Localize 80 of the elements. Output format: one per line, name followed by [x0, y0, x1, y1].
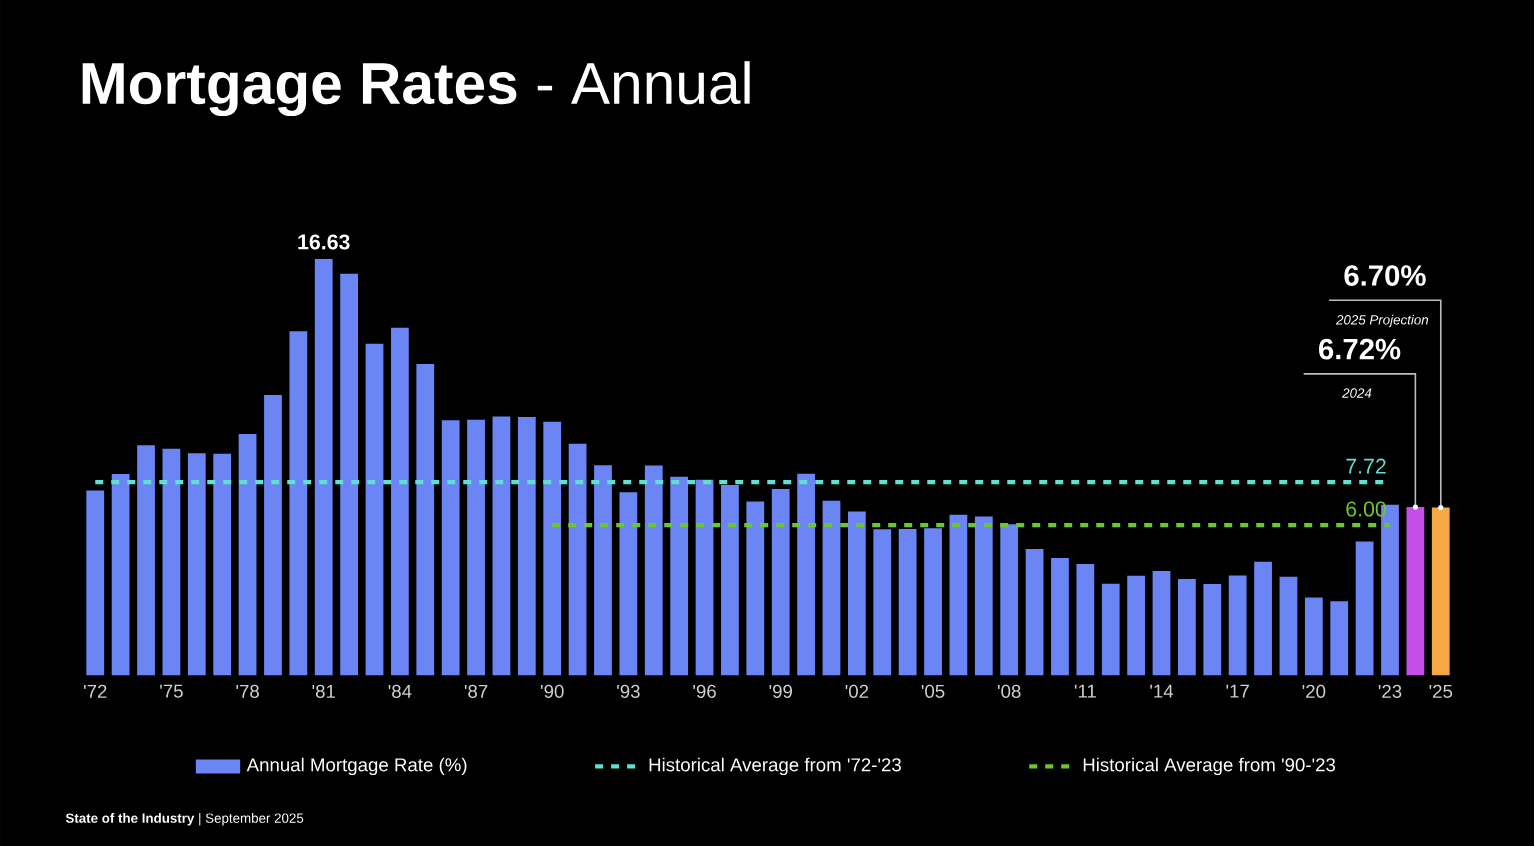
bar — [1203, 583, 1222, 676]
legend-label: Historical Average from '72-'23 — [649, 757, 901, 776]
bar — [847, 511, 866, 676]
bar — [1406, 507, 1425, 676]
bar — [721, 485, 739, 676]
bar — [467, 419, 485, 676]
bar — [1051, 557, 1069, 676]
x-tick-label: '96 — [693, 684, 716, 698]
x-tick-label: '75 — [160, 684, 183, 698]
x-tick-label: '81 — [312, 684, 335, 698]
bar — [213, 453, 232, 676]
x-tick-label: '17 — [1226, 684, 1249, 698]
bar — [238, 433, 257, 676]
x-tick-label: '72 — [84, 684, 107, 698]
bar — [1228, 575, 1247, 676]
x-tick-label: '78 — [236, 684, 259, 698]
bar — [771, 489, 790, 676]
x-tick-label: '05 — [921, 684, 945, 698]
bar — [670, 476, 689, 676]
bar — [1279, 576, 1298, 676]
bar — [1330, 601, 1349, 676]
bar — [86, 490, 105, 676]
bar — [187, 453, 206, 676]
x-tick-label: '99 — [769, 684, 792, 698]
bar — [644, 465, 663, 676]
x-tick-label: '11 — [1074, 684, 1096, 698]
bar — [1076, 563, 1095, 676]
bar — [1127, 575, 1146, 676]
bar — [492, 416, 511, 676]
bar — [365, 343, 384, 676]
bar — [1000, 524, 1019, 676]
data-label: 6.72% — [1319, 338, 1401, 360]
bar — [822, 500, 841, 676]
x-tick-label: '90 — [541, 684, 564, 698]
bar — [1431, 507, 1450, 676]
x-tick-label: '87 — [464, 684, 488, 698]
bar — [1025, 549, 1044, 676]
bar — [924, 528, 942, 676]
x-tick-label: '84 — [388, 684, 412, 698]
x-tick-label: '20 — [1302, 684, 1326, 698]
bar — [162, 448, 181, 676]
x-tick-label: '02 — [845, 684, 869, 698]
data-label: 6.70% — [1344, 265, 1426, 286]
bar — [797, 473, 815, 676]
x-tick-label: '25 — [1429, 684, 1453, 698]
bar — [543, 421, 562, 676]
bar — [416, 364, 435, 676]
bar — [898, 529, 917, 676]
bar — [594, 465, 612, 676]
chart-title: Mortgage Rates - Annual — [82, 61, 750, 117]
bar — [314, 258, 333, 676]
bar — [441, 420, 460, 676]
x-tick-label: '23 — [1378, 684, 1402, 698]
bar — [1304, 597, 1323, 676]
bar — [340, 273, 358, 676]
bar — [137, 445, 155, 676]
data-label: 16.63 — [298, 234, 350, 250]
bar — [949, 514, 968, 676]
bar — [111, 474, 130, 676]
bar — [264, 394, 282, 676]
bar — [1152, 570, 1171, 676]
bar — [746, 501, 765, 676]
bar — [391, 327, 409, 676]
bar — [695, 479, 714, 676]
bar — [289, 331, 308, 676]
bar — [1101, 583, 1120, 676]
data-label: 7.72 — [1346, 458, 1386, 474]
bar — [873, 529, 892, 676]
bar — [517, 416, 536, 676]
bar — [619, 492, 638, 676]
legend-label: Historical Average from '90-'23 — [1083, 757, 1336, 776]
bar — [974, 516, 993, 676]
x-tick-label: '08 — [997, 684, 1021, 698]
x-tick-label: '93 — [617, 684, 640, 698]
x-tick-label: '14 — [1150, 684, 1174, 698]
bar — [1355, 541, 1374, 676]
bar — [1254, 561, 1272, 676]
bar — [1178, 578, 1196, 676]
bar — [568, 443, 587, 676]
legend-label: Annual Mortgage Rate (%) — [246, 757, 467, 776]
